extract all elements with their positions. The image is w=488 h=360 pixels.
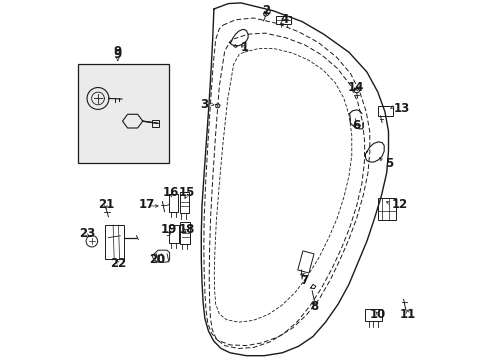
Bar <box>378 106 392 116</box>
Text: 4: 4 <box>280 13 287 26</box>
Text: 19: 19 <box>161 223 177 236</box>
Bar <box>78 64 168 163</box>
Bar <box>179 192 189 213</box>
Bar <box>104 225 123 259</box>
Text: 21: 21 <box>98 198 114 211</box>
Text: 18: 18 <box>178 223 195 236</box>
Text: 11: 11 <box>399 309 416 321</box>
Text: 16: 16 <box>162 186 179 199</box>
Bar <box>180 222 189 244</box>
Bar <box>365 309 382 321</box>
Bar <box>168 194 178 212</box>
Text: 7: 7 <box>299 274 307 287</box>
Bar <box>152 120 159 127</box>
Text: 5: 5 <box>384 157 392 170</box>
Text: 8: 8 <box>310 300 318 313</box>
Bar <box>297 251 313 273</box>
Text: 9: 9 <box>113 48 122 61</box>
Text: 6: 6 <box>352 119 360 132</box>
Text: 15: 15 <box>178 186 195 199</box>
Text: 23: 23 <box>79 227 95 240</box>
Text: 9: 9 <box>113 45 122 58</box>
Text: 3: 3 <box>200 98 208 111</box>
Bar <box>377 198 396 220</box>
Text: 22: 22 <box>109 257 125 270</box>
Text: 20: 20 <box>149 253 165 266</box>
Text: 2: 2 <box>262 4 269 17</box>
Bar <box>169 225 178 243</box>
Text: 17: 17 <box>138 198 154 211</box>
Text: 12: 12 <box>390 198 407 211</box>
Text: 1: 1 <box>240 41 248 54</box>
Text: 10: 10 <box>369 309 385 321</box>
Text: 14: 14 <box>346 81 363 94</box>
Text: 13: 13 <box>393 102 409 114</box>
